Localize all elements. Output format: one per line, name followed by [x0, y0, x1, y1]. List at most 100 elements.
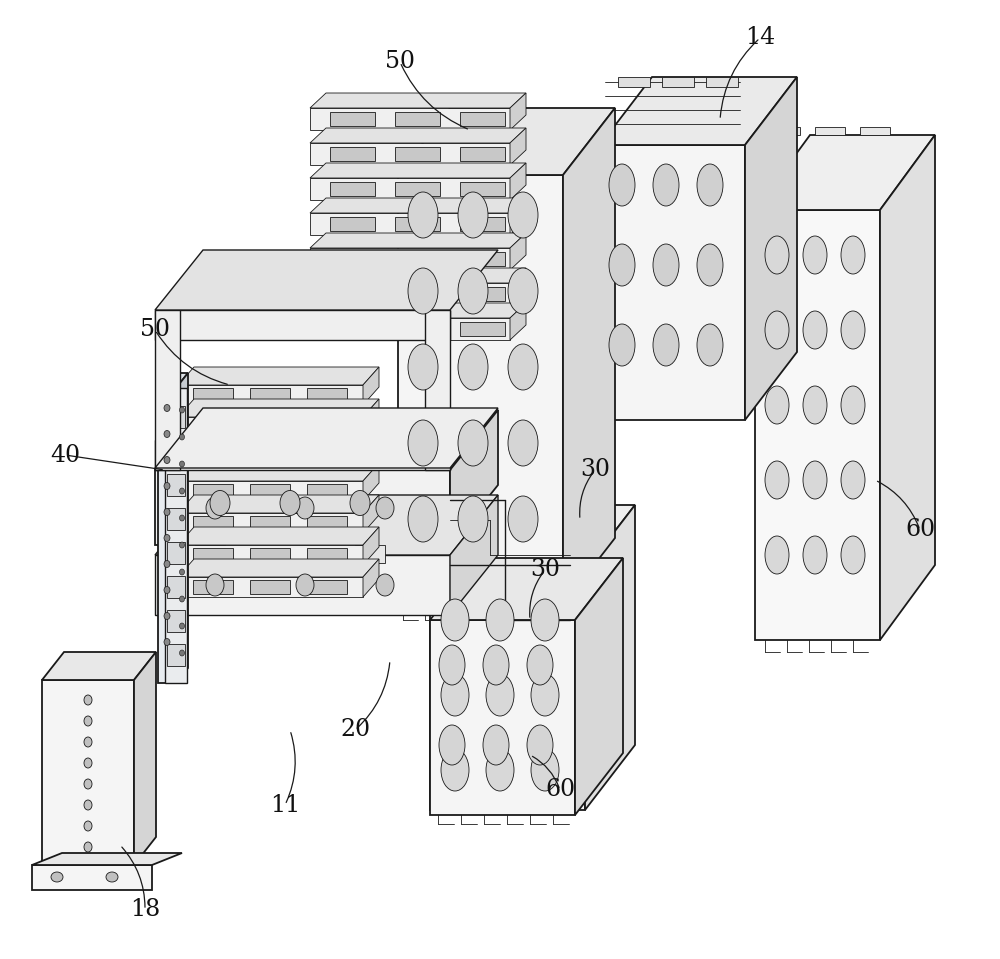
Polygon shape [510, 128, 526, 165]
Bar [167, 508, 185, 530]
Polygon shape [176, 373, 188, 683]
Ellipse shape [180, 407, 184, 413]
Polygon shape [450, 495, 498, 615]
Polygon shape [585, 505, 635, 810]
Ellipse shape [653, 164, 679, 206]
Bar [167, 474, 185, 496]
Ellipse shape [609, 164, 635, 206]
Polygon shape [310, 283, 510, 305]
Ellipse shape [486, 599, 514, 641]
Polygon shape [155, 470, 450, 545]
Ellipse shape [527, 645, 553, 685]
Bar [395, 147, 440, 161]
Ellipse shape [164, 587, 170, 594]
Ellipse shape [206, 574, 224, 596]
Bar [355, 545, 385, 563]
Polygon shape [363, 559, 379, 597]
Polygon shape [32, 853, 182, 865]
Polygon shape [430, 558, 623, 620]
Bar [193, 420, 233, 434]
Ellipse shape [508, 344, 538, 390]
Polygon shape [155, 410, 498, 470]
Polygon shape [158, 373, 188, 388]
Polygon shape [310, 213, 510, 235]
Ellipse shape [180, 542, 184, 548]
Polygon shape [155, 555, 450, 615]
Bar [572, 225, 600, 280]
Polygon shape [155, 310, 180, 470]
Ellipse shape [697, 324, 723, 366]
Ellipse shape [803, 311, 827, 349]
Polygon shape [600, 145, 745, 420]
Bar [167, 440, 185, 462]
Polygon shape [178, 463, 379, 481]
Ellipse shape [458, 268, 488, 314]
Bar [460, 287, 505, 301]
Polygon shape [398, 175, 563, 605]
Polygon shape [158, 388, 176, 683]
Text: 60: 60 [905, 519, 935, 542]
Ellipse shape [84, 779, 92, 789]
Ellipse shape [458, 496, 488, 542]
Text: 60: 60 [545, 779, 575, 802]
Ellipse shape [206, 497, 224, 519]
Polygon shape [880, 135, 935, 640]
Bar [250, 452, 290, 466]
Polygon shape [155, 440, 450, 470]
Ellipse shape [653, 244, 679, 286]
Bar [193, 452, 233, 466]
Text: 50: 50 [140, 318, 170, 341]
Bar [770, 127, 800, 135]
Ellipse shape [106, 872, 118, 882]
Polygon shape [178, 449, 363, 469]
Ellipse shape [508, 268, 538, 314]
Polygon shape [430, 505, 635, 570]
Bar [193, 484, 233, 498]
Ellipse shape [439, 725, 465, 765]
Ellipse shape [841, 461, 865, 499]
Polygon shape [178, 495, 379, 513]
Polygon shape [310, 128, 526, 143]
Bar [330, 287, 375, 301]
Bar [195, 545, 225, 563]
Ellipse shape [180, 461, 184, 467]
Polygon shape [363, 463, 379, 501]
Polygon shape [450, 410, 498, 545]
Bar [662, 77, 694, 87]
Ellipse shape [51, 872, 63, 882]
Ellipse shape [697, 164, 723, 206]
Bar [460, 322, 505, 336]
Ellipse shape [84, 800, 92, 810]
Bar [193, 388, 233, 402]
Ellipse shape [280, 490, 300, 516]
Polygon shape [510, 198, 526, 235]
Ellipse shape [296, 574, 314, 596]
Ellipse shape [376, 497, 394, 519]
Text: 14: 14 [745, 27, 775, 50]
Bar [395, 252, 440, 266]
Ellipse shape [841, 386, 865, 424]
Ellipse shape [84, 716, 92, 726]
Polygon shape [510, 233, 526, 270]
Ellipse shape [508, 420, 538, 466]
Ellipse shape [350, 490, 370, 516]
Polygon shape [178, 513, 363, 533]
Polygon shape [310, 143, 510, 165]
Bar [460, 182, 505, 196]
Ellipse shape [486, 749, 514, 791]
Polygon shape [155, 408, 498, 468]
Bar [307, 388, 347, 402]
Polygon shape [510, 303, 526, 340]
Polygon shape [134, 652, 156, 865]
Ellipse shape [483, 725, 509, 765]
Bar [167, 644, 185, 666]
Bar [167, 610, 185, 632]
Ellipse shape [653, 324, 679, 366]
Polygon shape [310, 233, 526, 248]
Text: 30: 30 [580, 458, 610, 481]
Polygon shape [363, 399, 379, 437]
Ellipse shape [483, 645, 509, 685]
Ellipse shape [296, 497, 314, 519]
Ellipse shape [180, 569, 184, 575]
Text: 30: 30 [530, 558, 560, 581]
